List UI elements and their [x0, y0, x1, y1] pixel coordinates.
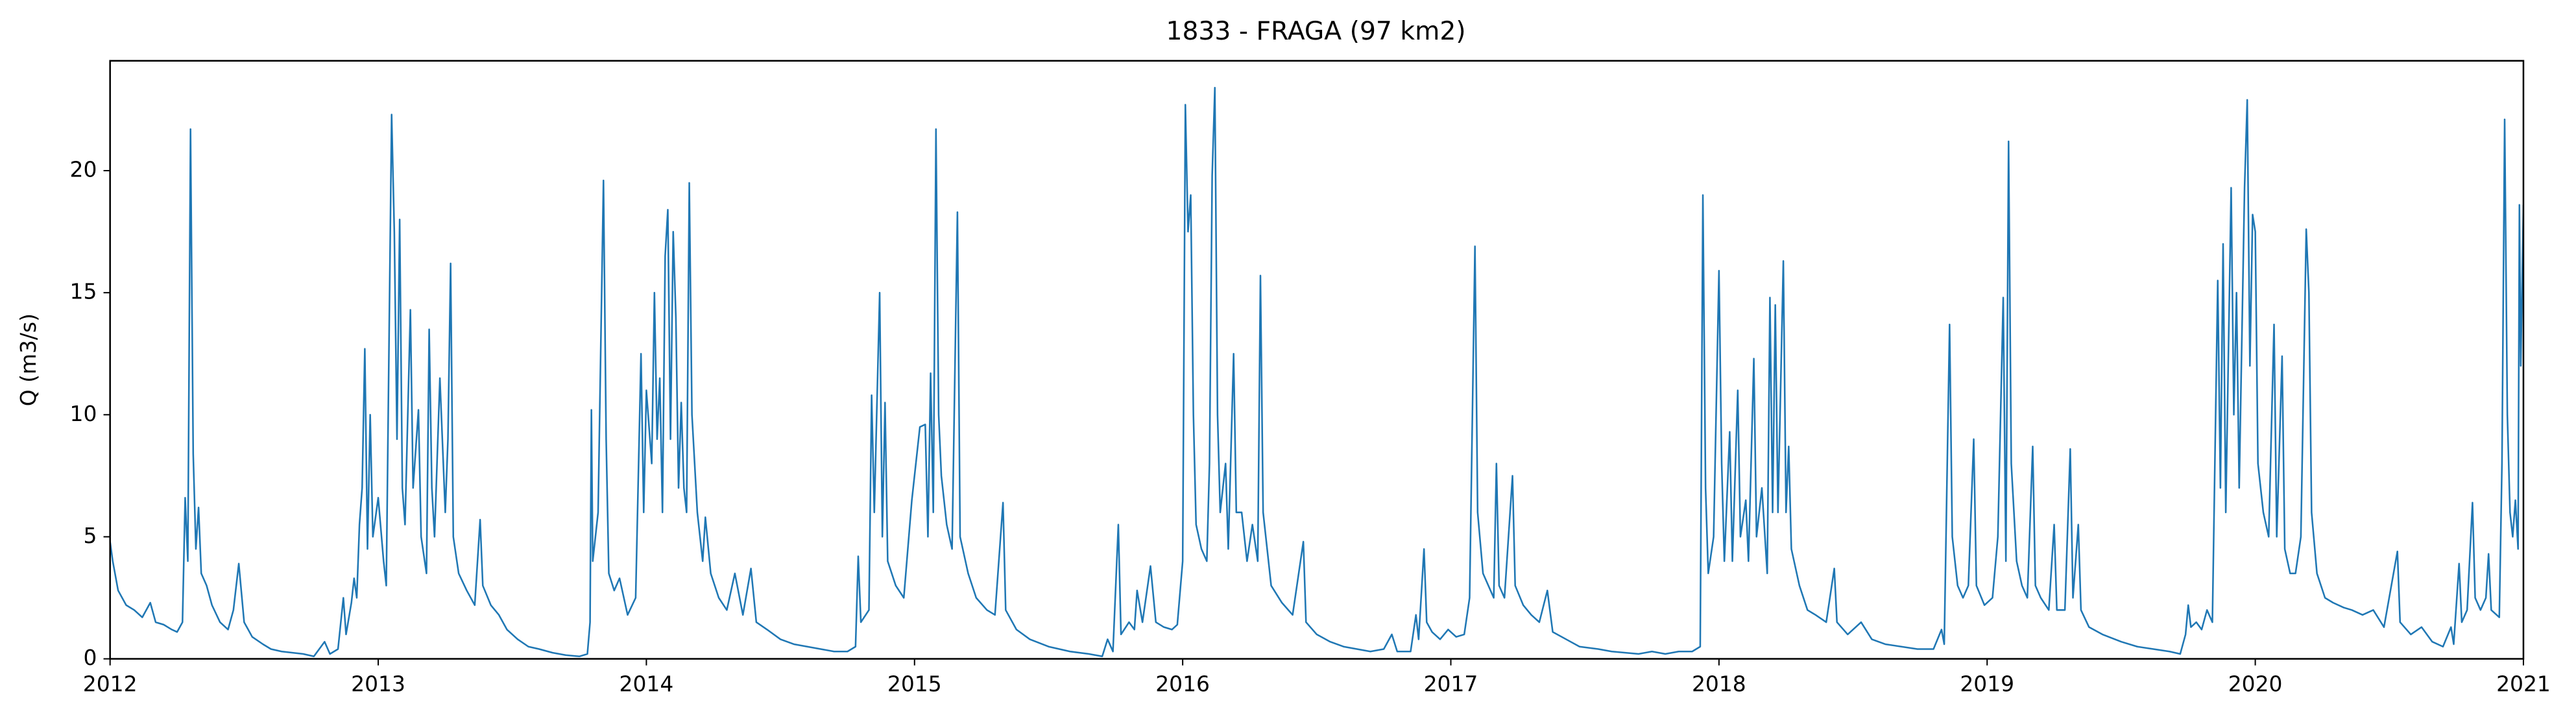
x-tick-label: 2015 [887, 671, 942, 697]
y-tick-label: 0 [83, 645, 97, 670]
plot-frame [109, 60, 2525, 660]
y-tick-label: 20 [70, 157, 97, 182]
x-tick-label: 2017 [1424, 671, 1478, 697]
x-tick-label: 2012 [83, 671, 138, 697]
x-tick-label: 2014 [620, 671, 674, 697]
x-tick-label: 2018 [1692, 671, 1746, 697]
chart-title: 1833 - FRAGA (97 km2) [1166, 17, 1465, 46]
x-tick-label: 2021 [2496, 671, 2551, 697]
x-tick-label: 2020 [2228, 671, 2283, 697]
y-tick-label: 10 [70, 401, 97, 426]
x-tick-label: 2013 [351, 671, 405, 697]
x-tick-label: 2019 [1960, 671, 2014, 697]
x-tick-label: 2016 [1155, 671, 1210, 697]
y-axis-label: Q (m3/s) [16, 313, 41, 406]
y-tick-label: 5 [83, 523, 97, 548]
y-tick-label: 15 [70, 279, 97, 304]
data-line [110, 86, 2523, 658]
